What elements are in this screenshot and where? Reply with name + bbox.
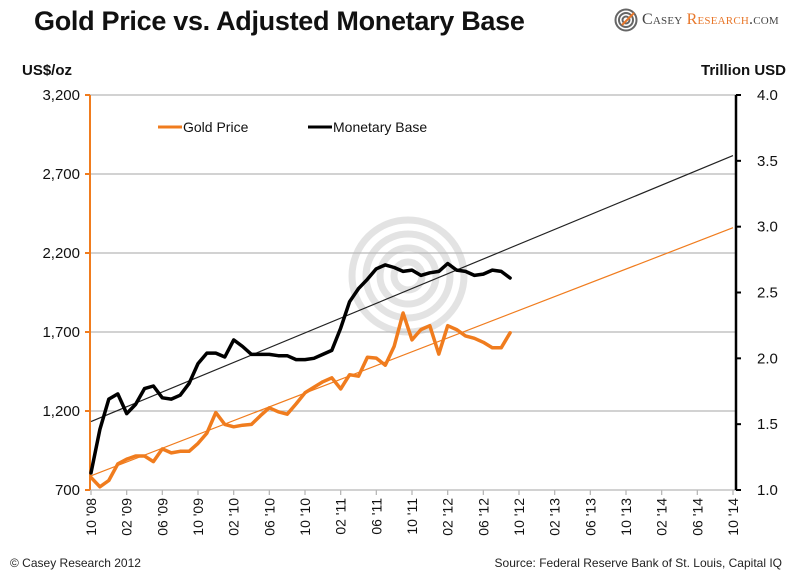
x-axis-tick-label: 02 '10 (226, 498, 242, 536)
chart-title: Gold Price vs. Adjusted Monetary Base (34, 6, 525, 36)
x-axis-tick-label: 02 '11 (333, 498, 349, 535)
right-axis-tick-label: 2.5 (757, 285, 778, 302)
x-axis-tick-label: 06 '14 (689, 498, 705, 536)
monetary-base-line (89, 261, 512, 475)
x-axis-tick-label: 10 '13 (618, 498, 634, 536)
source-text: Source: Federal Reserve Bank of St. Loui… (494, 556, 782, 570)
left-axis-label: US$/oz (22, 62, 73, 79)
x-axis-tick-label: 02 '12 (440, 498, 456, 536)
x-axis-tick-label: 02 '13 (547, 498, 563, 536)
right-axis-tick-label: 1.5 (757, 416, 778, 433)
logo-text-casey: Casey (642, 11, 687, 28)
right-axis-tick-label: 3.5 (757, 153, 778, 170)
monetary-base-trendline (90, 155, 734, 423)
left-axis-tick-label: 2,200 (42, 245, 80, 262)
x-axis-tick-label: 10 '11 (404, 498, 420, 535)
x-axis-tick-label: 10 '14 (725, 498, 741, 536)
spiral-logo-icon (614, 8, 638, 32)
x-axis-tick-label: 06 '09 (154, 498, 170, 536)
x-axis-tick-label: 10 '08 (83, 498, 99, 536)
x-axis-tick-label: 10 '09 (190, 498, 206, 536)
x-axis-tick-label: 02 '09 (119, 498, 135, 536)
left-axis-tick-label: 3,200 (42, 87, 80, 104)
right-axis-tick-label: 2.0 (757, 350, 778, 367)
right-axis-tick-label: 1.0 (757, 482, 778, 499)
copyright-text: © Casey Research 2012 (10, 556, 141, 570)
logo-text-research: Research (686, 11, 749, 28)
x-axis-tick-label: 06 '13 (582, 498, 598, 536)
x-axis-tick-label: 06 '11 (368, 498, 384, 535)
right-axis-tick-label: 4.0 (757, 87, 778, 104)
watermark-ring (376, 244, 440, 308)
left-axis-tick-label: 1,200 (42, 403, 80, 420)
left-axis-tick-label: 700 (55, 482, 80, 499)
x-axis-tick-label: 06 '12 (475, 498, 491, 536)
gold-price-line (89, 311, 512, 489)
legend-label-gold: Gold Price (183, 119, 249, 135)
right-axis-label: Trillion USD (700, 62, 786, 79)
casey-research-logo: Casey Research.com (614, 8, 779, 32)
gold-trendline (90, 227, 734, 477)
x-axis-tick-label: 02 '14 (654, 498, 670, 536)
legend-label-base: Monetary Base (333, 119, 427, 135)
x-axis-tick-label: 10 '12 (511, 498, 527, 536)
legend: Gold Price Monetary Base (158, 119, 427, 135)
right-axis-tick-label: 3.0 (757, 219, 778, 236)
logo-text-com: .com (749, 11, 779, 28)
left-axis-tick-label: 1,700 (42, 324, 80, 341)
watermark-ring (362, 230, 454, 322)
left-axis-tick-label: 2,700 (42, 166, 80, 183)
x-axis-tick-label: 06 '10 (261, 498, 277, 536)
x-axis-tick-label: 10 '10 (297, 498, 313, 536)
